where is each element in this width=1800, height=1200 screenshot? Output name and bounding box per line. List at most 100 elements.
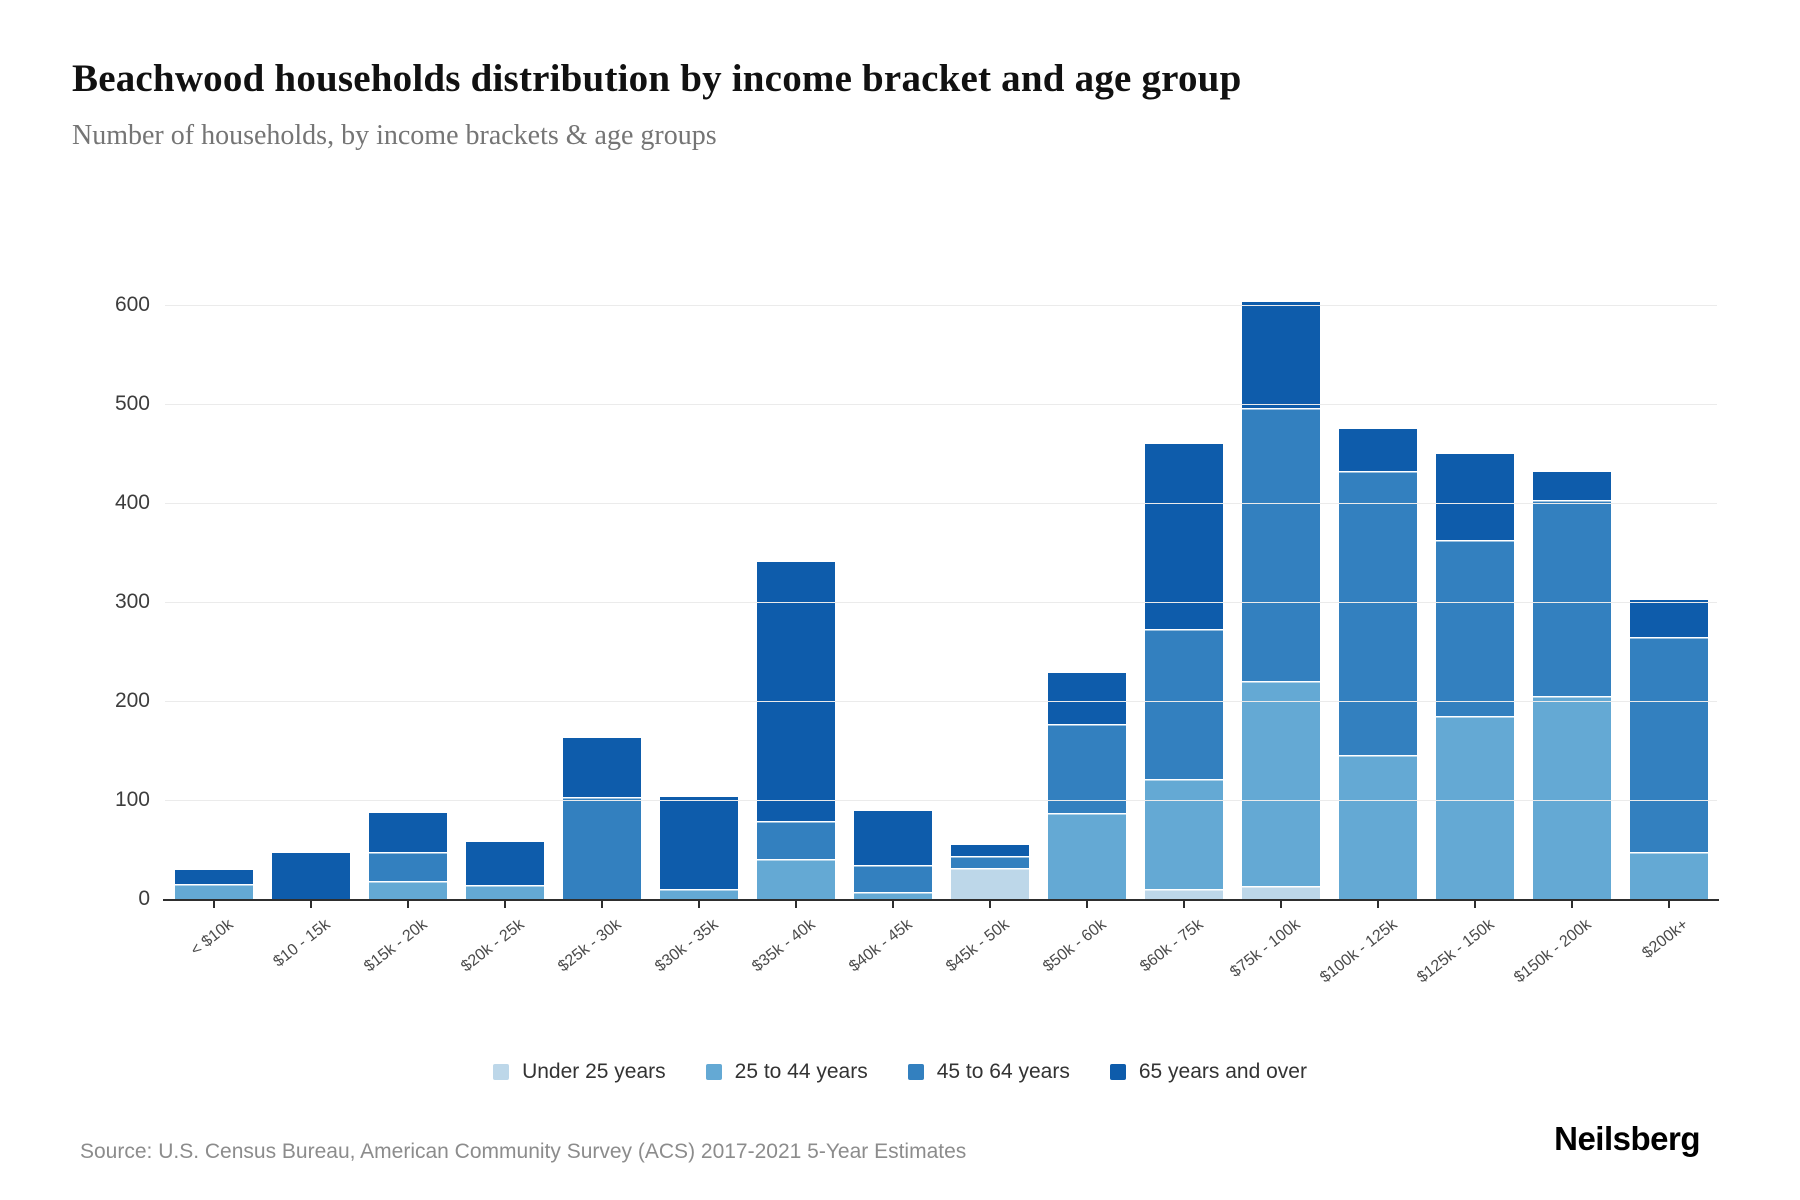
x-tick: [697, 901, 700, 908]
bar-segment-45-to-64-years[interactable]: [368, 851, 447, 882]
bar-segment-65-years-and-over[interactable]: [271, 853, 350, 899]
y-tick-label-200: 200: [114, 689, 150, 712]
bar-$30k - 35k[interactable]: [659, 797, 738, 899]
bar-segment-45-to-64-years[interactable]: [562, 797, 641, 899]
bar-segment-65-years-and-over[interactable]: [1241, 302, 1320, 408]
bar-$100k - 125k[interactable]: [1338, 428, 1417, 899]
legend-item-under-25-years[interactable]: Under 25 years: [493, 1060, 666, 1084]
bar-segment-under-25-years[interactable]: [1241, 886, 1320, 899]
x-tick-label: $35k - 40k: [748, 916, 818, 976]
bar-segment-65-years-and-over[interactable]: [1047, 673, 1126, 724]
x-tick-label: $75k - 100k: [1226, 916, 1303, 981]
source-text: Source: U.S. Census Bureau, American Com…: [80, 1140, 967, 1163]
bar-segment-65-years-and-over[interactable]: [1435, 453, 1514, 540]
legend-label: 25 to 44 years: [734, 1060, 868, 1083]
brand-logo: Neilsberg: [1554, 1120, 1700, 1157]
bar-$150k - 200k[interactable]: [1532, 472, 1611, 899]
bar-segment-65-years-and-over[interactable]: [1338, 428, 1417, 472]
bar-segment-45-to-64-years[interactable]: [1629, 636, 1708, 853]
bar-segment-45-to-64-years[interactable]: [756, 820, 835, 860]
bar-segment-under-25-years[interactable]: [950, 868, 1029, 899]
bar-segment-65-years-and-over[interactable]: [950, 844, 1029, 857]
bar-slot: [1135, 443, 1232, 899]
bar-$200k+[interactable]: [1629, 600, 1708, 899]
bar-segment-45-to-64-years[interactable]: [1047, 723, 1126, 813]
bar-segment-45-to-64-years[interactable]: [1435, 539, 1514, 716]
x-tick: [988, 901, 991, 908]
legend-swatch-icon: [705, 1064, 722, 1080]
bar-segment-65-years-and-over[interactable]: [1144, 443, 1223, 629]
bar-segment-65-years-and-over[interactable]: [659, 797, 738, 890]
bar-segment-25-to-44-years[interactable]: [368, 881, 447, 899]
legend-item-65-years-and-over[interactable]: 65 years and over: [1109, 1060, 1307, 1084]
bar-slot: [1620, 600, 1717, 899]
bar-segment-25-to-44-years[interactable]: [1435, 715, 1514, 899]
bar-$15k - 20k[interactable]: [368, 812, 447, 899]
y-tick-label-500: 500: [114, 392, 150, 415]
bar-segment-65-years-and-over[interactable]: [174, 870, 253, 885]
bar-segment-45-to-64-years[interactable]: [1144, 628, 1223, 780]
bar-segment-25-to-44-years[interactable]: [465, 885, 544, 899]
bar-slot: [1038, 673, 1135, 899]
bar-$45k - 50k[interactable]: [950, 844, 1029, 899]
bar-segment-45-to-64-years[interactable]: [950, 856, 1029, 869]
bar-$40k - 45k[interactable]: [853, 810, 932, 899]
bar-segment-25-to-44-years[interactable]: [1144, 779, 1223, 890]
x-tick-label: $125k - 150k: [1413, 916, 1497, 987]
x-tick-label: $150k - 200k: [1510, 916, 1594, 987]
legend-label: 45 to 64 years: [936, 1060, 1070, 1083]
bar-segment-25-to-44-years[interactable]: [1532, 696, 1611, 899]
x-tick-label: $25k - 30k: [554, 916, 624, 976]
bar-segment-45-to-64-years[interactable]: [1532, 500, 1611, 697]
bar-$10 - 15k[interactable]: [271, 853, 350, 899]
y-tick-label-600: 600: [114, 293, 150, 316]
bar-$75k - 100k[interactable]: [1241, 302, 1320, 899]
bar-$60k - 75k[interactable]: [1144, 443, 1223, 899]
bar-segment-25-to-44-years[interactable]: [1241, 681, 1320, 887]
bar-slot: [165, 870, 262, 899]
bar-segment-25-to-44-years[interactable]: [1047, 812, 1126, 899]
bar-slot: [650, 797, 747, 899]
x-tick-label: $20k - 25k: [457, 916, 527, 976]
legend-item-45-to-64-years[interactable]: 45 to 64 years: [907, 1060, 1070, 1084]
bar-$125k - 150k[interactable]: [1435, 453, 1514, 899]
bar-segment-25-to-44-years[interactable]: [1629, 852, 1708, 899]
bar-segment-25-to-44-years[interactable]: [174, 884, 253, 899]
bar-segment-25-to-44-years[interactable]: [853, 892, 932, 899]
bar-$50k - 60k[interactable]: [1047, 673, 1126, 899]
bar-segment-65-years-and-over[interactable]: [465, 841, 544, 886]
bar-segment-65-years-and-over[interactable]: [756, 562, 835, 821]
bar-segment-65-years-and-over[interactable]: [853, 810, 932, 866]
y-tick-label-400: 400: [114, 491, 150, 514]
bar-slot: [1523, 472, 1620, 899]
bar-$25k - 30k[interactable]: [562, 737, 641, 899]
x-tick-label: $30k - 35k: [651, 916, 721, 976]
bar-segment-65-years-and-over[interactable]: [1629, 600, 1708, 637]
bar-$20k - 25k[interactable]: [465, 841, 544, 899]
bar-slot: [456, 841, 553, 899]
x-tick-label: $10 - 15k: [269, 916, 333, 971]
y-tick-label-300: 300: [114, 590, 150, 613]
bar-segment-45-to-64-years[interactable]: [853, 865, 932, 893]
bar-segment-25-to-44-years[interactable]: [1338, 755, 1417, 899]
bar-segment-65-years-and-over[interactable]: [368, 812, 447, 852]
bar-segment-45-to-64-years[interactable]: [1241, 407, 1320, 682]
bar-segment-65-years-and-over[interactable]: [1532, 472, 1611, 501]
legend-label: Under 25 years: [522, 1060, 666, 1083]
bar-$35k - 40k[interactable]: [756, 562, 835, 899]
bar-segment-25-to-44-years[interactable]: [659, 889, 738, 899]
plot-area: [165, 302, 1717, 899]
bar-segment-under-25-years[interactable]: [1144, 889, 1223, 899]
x-tick-label: $15k - 20k: [360, 916, 430, 976]
bar-segment-65-years-and-over[interactable]: [562, 737, 641, 798]
bar-< $10k[interactable]: [174, 870, 253, 899]
gridline-200: [165, 701, 1717, 702]
legend-item-25-to-44-years[interactable]: 25 to 44 years: [705, 1060, 868, 1084]
y-tick-label-100: 100: [114, 788, 150, 811]
chart-subtitle: Number of households, by income brackets…: [72, 120, 717, 151]
bar-segment-25-to-44-years[interactable]: [756, 859, 835, 899]
gridline-400: [165, 503, 1717, 504]
x-tick: [1570, 901, 1573, 908]
bar-segment-45-to-64-years[interactable]: [1338, 471, 1417, 756]
x-tick-label: $60k - 75k: [1136, 916, 1206, 976]
